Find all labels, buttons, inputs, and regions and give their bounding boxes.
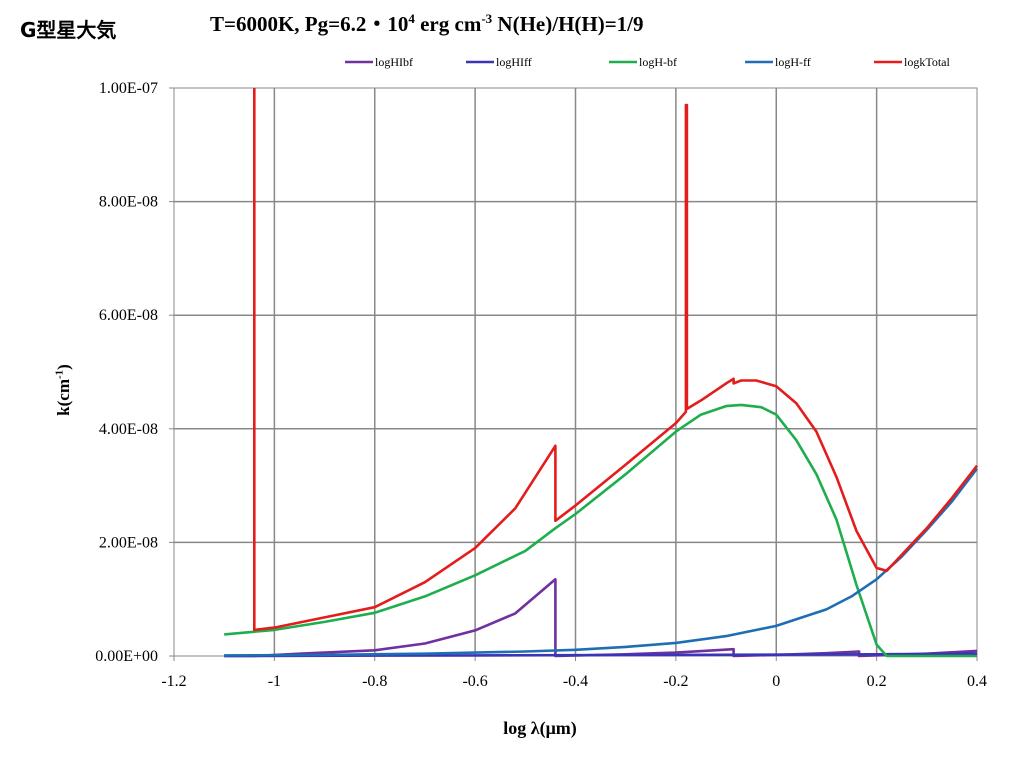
title-sup-b: -3 — [481, 11, 493, 26]
legend-label-logH-ff: logH-ff — [775, 55, 811, 69]
x-tick-label: 0.4 — [967, 673, 987, 690]
corner-label: G型星大気 — [20, 18, 117, 42]
x-axis-label: log λ(μm) — [503, 718, 577, 738]
legend-label-logHIbf: logHIbf — [375, 55, 413, 69]
legend-label-logH-bf: logH-bf — [639, 55, 677, 69]
legend-label-logkTotal: logkTotal — [904, 55, 950, 69]
x-tick-label: -1 — [268, 673, 281, 690]
x-tick-label: -1.2 — [161, 673, 186, 690]
legend-label-logHIff: logHIff — [496, 55, 532, 69]
y-tick-label: 1.00E-07 — [99, 80, 158, 97]
x-tick-label: 0.2 — [867, 673, 887, 690]
series-line-logHIff — [224, 652, 978, 658]
y-tick-label: 4.00E-08 — [99, 421, 158, 438]
chart-title: T=6000K, Pg=6.2・104 erg cm-3 N(He)/H(H)=… — [210, 8, 644, 38]
y-tick-label: 0.00E+00 — [95, 648, 158, 665]
y-tick-label: 8.00E-08 — [99, 194, 158, 211]
x-tick-label: 0 — [772, 673, 780, 690]
title-sup-a: 4 — [408, 11, 415, 26]
y-tick-label: 2.00E-08 — [99, 534, 158, 551]
x-tick-label: -0.8 — [362, 673, 387, 690]
x-tick-label: -0.2 — [663, 673, 688, 690]
y-tick-label: 6.00E-08 — [99, 307, 158, 324]
title-part-a: T=6000K, Pg=6.2・10 — [210, 12, 409, 36]
title-part-c: N(He)/H(H)=1/9 — [492, 12, 644, 36]
x-tick-label: -0.4 — [563, 673, 588, 690]
series-line-logHIbf — [224, 577, 978, 658]
x-tick-label: -0.6 — [462, 673, 487, 690]
title-part-b: erg cm — [414, 12, 482, 36]
series-line-logH-bf — [224, 403, 977, 658]
series-line-logH-ff — [224, 467, 979, 657]
series-line-logkTotal — [253, 88, 979, 632]
